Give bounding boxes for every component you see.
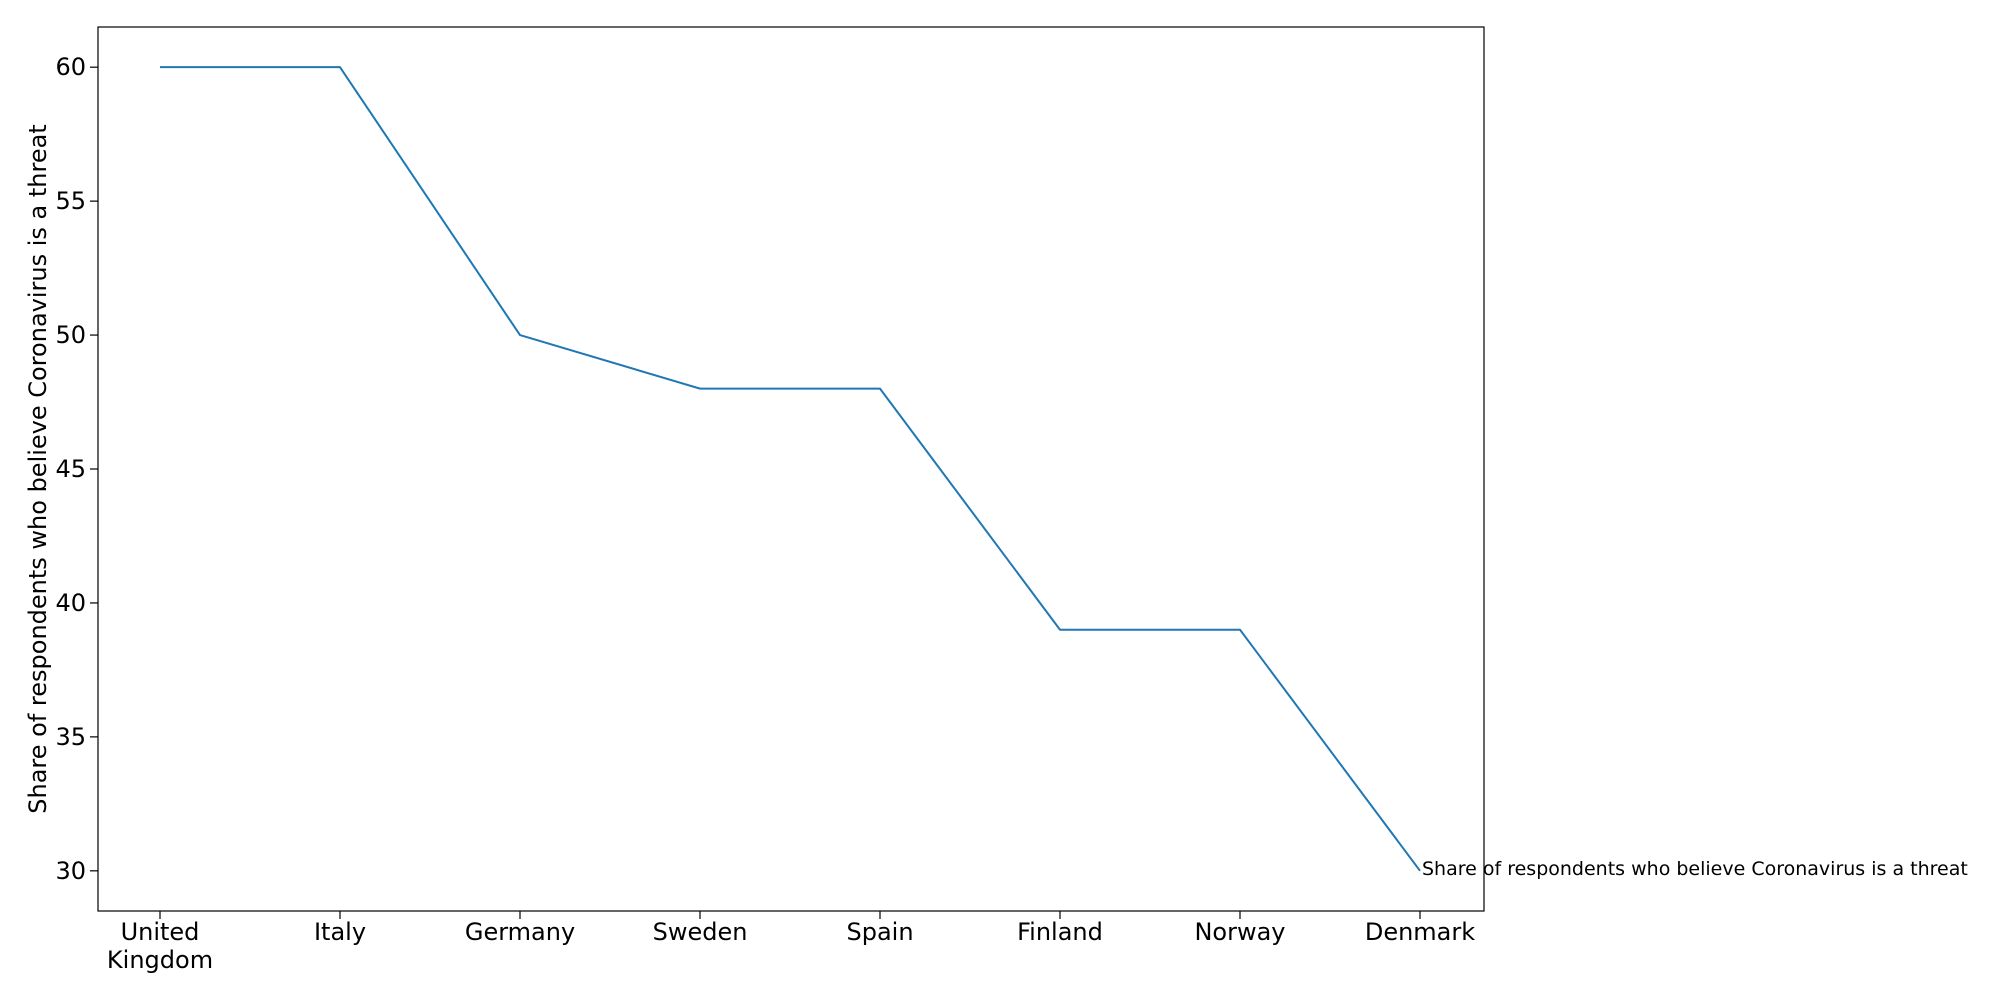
y-tick-label: 60 [55, 53, 86, 81]
series-end-label: Share of respondents who believe Coronav… [1422, 858, 1968, 880]
y-axis-label: Share of respondents who believe Coronav… [24, 124, 52, 813]
x-tick-label: Germany [465, 918, 575, 946]
y-tick-label: 45 [55, 455, 86, 483]
x-tick-label: Italy [314, 918, 366, 946]
y-tick-label: 50 [55, 321, 86, 349]
x-tick-label: Sweden [653, 918, 748, 946]
x-axis: United Kingdom Italy Germany Sweden Spain Finl… [107, 911, 1475, 974]
plot-area-frame [97, 26, 1485, 912]
y-tick-label: 30 [55, 857, 86, 885]
x-tick-label: United Kingdom [107, 918, 213, 974]
x-tick-label: Finland [1017, 918, 1103, 946]
x-tick-label: Norway [1194, 918, 1285, 946]
x-tick-label: Denmark [1365, 918, 1475, 946]
y-tick-label: 40 [55, 589, 86, 617]
x-tick-label: Spain [846, 918, 913, 946]
y-axis: 30 35 40 45 50 55 60 [55, 53, 98, 885]
y-tick-label: 55 [55, 187, 86, 215]
y-tick-label: 35 [55, 723, 86, 751]
series-line [160, 66, 1421, 872]
